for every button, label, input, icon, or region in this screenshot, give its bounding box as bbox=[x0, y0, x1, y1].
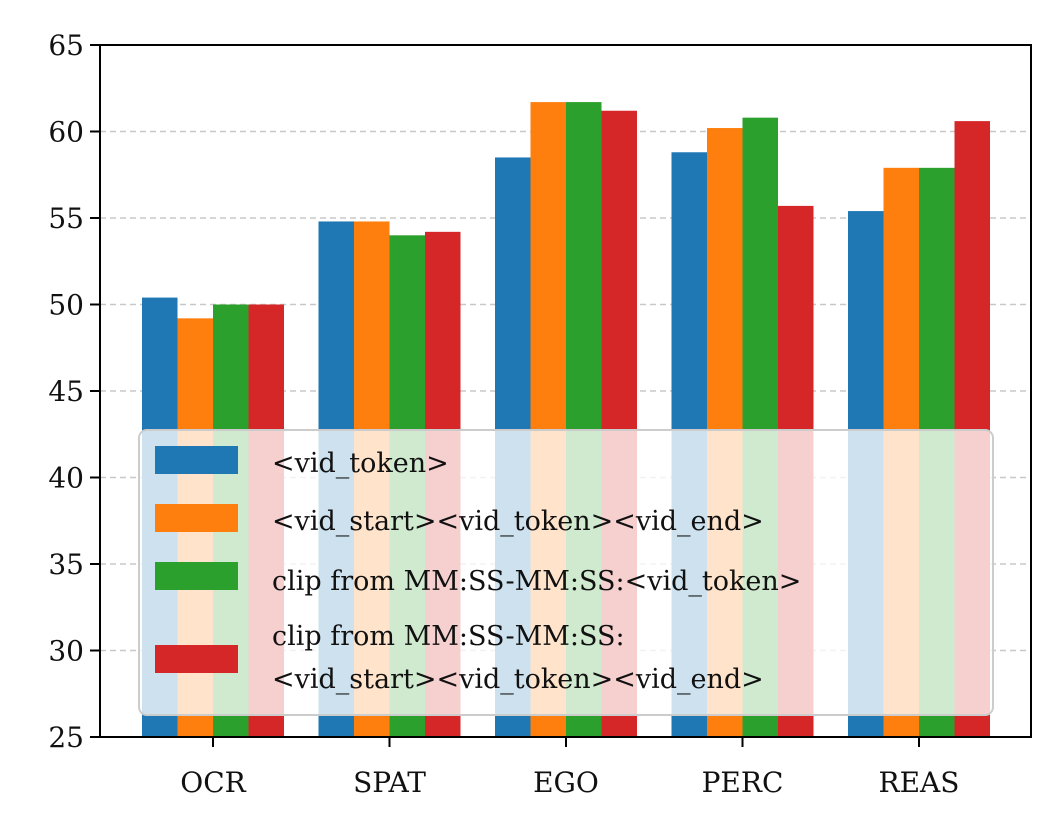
y-tick-label: 60 bbox=[48, 116, 84, 149]
y-tick-label: 65 bbox=[48, 29, 84, 62]
legend-box bbox=[138, 429, 994, 716]
legend-label: <vid_start><vid_token><vid_end> bbox=[272, 664, 764, 695]
legend-label: <vid_start><vid_token><vid_end> bbox=[272, 506, 764, 537]
y-tick-label: 25 bbox=[48, 721, 84, 754]
legend-label: clip from MM:SS-MM:SS: bbox=[272, 621, 625, 652]
y-tick-label: 50 bbox=[48, 289, 84, 322]
legend: <vid_token> <vid_start><vid_token><vid_en… bbox=[138, 429, 994, 716]
x-tick-label: EGO bbox=[533, 766, 599, 799]
y-tick-label: 45 bbox=[48, 375, 84, 408]
x-tick-label: REAS bbox=[879, 766, 960, 799]
legend-swatch bbox=[155, 446, 238, 474]
y-tick-label: 40 bbox=[48, 462, 84, 495]
legend-swatch bbox=[155, 645, 238, 673]
x-tick-label: PERC bbox=[702, 766, 784, 799]
y-tick-label: 30 bbox=[48, 635, 84, 668]
axes: 25 30 35 40 45 50 55 60 65 OCR SPAT EGO PERC REAS bbox=[48, 29, 1032, 799]
x-tick-label: OCR bbox=[180, 766, 246, 799]
y-tick-label: 55 bbox=[48, 202, 84, 235]
plot-frame bbox=[99, 44, 1032, 738]
y-tick-label: 35 bbox=[48, 548, 84, 581]
legend-label: clip from MM:SS-MM:SS:<vid_token> bbox=[272, 566, 801, 597]
legend-label: <vid_token> bbox=[272, 448, 449, 479]
legend-swatch bbox=[155, 562, 238, 590]
legend-swatch bbox=[155, 504, 238, 532]
x-tick-label: SPAT bbox=[353, 766, 426, 799]
